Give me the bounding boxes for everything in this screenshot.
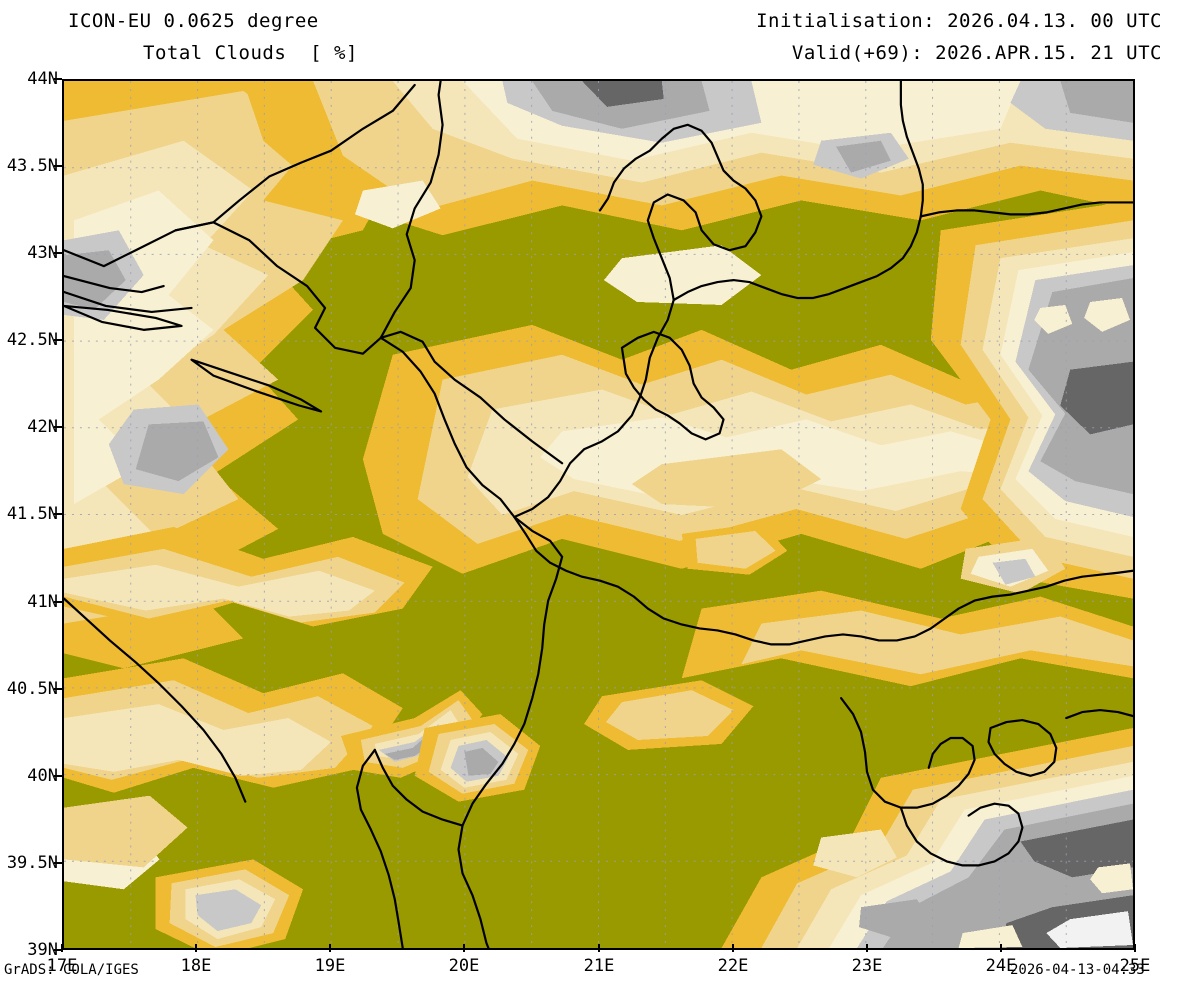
- xtick-label-23E: 23E: [851, 956, 883, 976]
- field-title: Total Clouds [ %]: [143, 42, 358, 64]
- xtick-label-22E: 22E: [717, 956, 749, 976]
- initialisation-label: Initialisation: 2026.04.13. 00 UTC: [756, 10, 1162, 32]
- grads-credit: GrADS: COLA/IGES: [4, 962, 139, 978]
- ytick-mark: [54, 688, 62, 690]
- xtick-mark: [598, 944, 600, 952]
- ytick-mark: [54, 426, 62, 428]
- xtick-label-20E: 20E: [448, 956, 480, 976]
- xtick-mark: [1134, 944, 1136, 952]
- xtick-label-21E: 21E: [583, 956, 615, 976]
- ytick-label-39N: 39N: [27, 940, 58, 960]
- ytick-label-40.5N: 40.5N: [6, 679, 58, 699]
- xtick-label-17E: 17E: [46, 956, 78, 976]
- xtick-mark: [866, 944, 868, 952]
- xtick-label-18E: 18E: [180, 956, 212, 976]
- valid-time-label: Valid(+69): 2026.APR.15. 21 UTC: [791, 42, 1162, 64]
- ytick-mark: [54, 949, 62, 951]
- ytick-label-41.5N: 41.5N: [6, 504, 58, 524]
- xtick-mark: [61, 944, 63, 952]
- ytick-mark: [54, 165, 62, 167]
- ytick-mark: [54, 513, 62, 515]
- ytick-label-43.5N: 43.5N: [6, 156, 58, 176]
- xtick-mark: [1000, 944, 1002, 952]
- cloud-cover-field: [64, 81, 1133, 948]
- xtick-label-25E: 25E: [1119, 956, 1151, 976]
- ytick-label-42.5N: 42.5N: [6, 330, 58, 350]
- xtick-mark: [463, 944, 465, 952]
- map-plot-area: [62, 79, 1135, 950]
- ytick-mark: [54, 252, 62, 254]
- ytick-label-43N: 43N: [27, 243, 58, 263]
- xtick-label-19E: 19E: [314, 956, 346, 976]
- xtick-mark: [195, 944, 197, 952]
- ytick-mark: [54, 78, 62, 80]
- xtick-label-24E: 24E: [985, 956, 1017, 976]
- model-title: ICON-EU 0.0625 degree: [68, 10, 319, 32]
- ytick-label-41N: 41N: [27, 592, 58, 612]
- ytick-mark: [54, 862, 62, 864]
- ytick-label-42N: 42N: [27, 417, 58, 437]
- ytick-mark: [54, 775, 62, 777]
- xtick-mark: [732, 944, 734, 952]
- render-timestamp: 2026-04-13-04:33: [1010, 962, 1145, 978]
- ytick-label-39.5N: 39.5N: [6, 853, 58, 873]
- ytick-mark: [54, 339, 62, 341]
- ytick-mark: [54, 601, 62, 603]
- ytick-label-40N: 40N: [27, 766, 58, 786]
- xtick-mark: [329, 944, 331, 952]
- ytick-label-44N: 44N: [27, 69, 58, 89]
